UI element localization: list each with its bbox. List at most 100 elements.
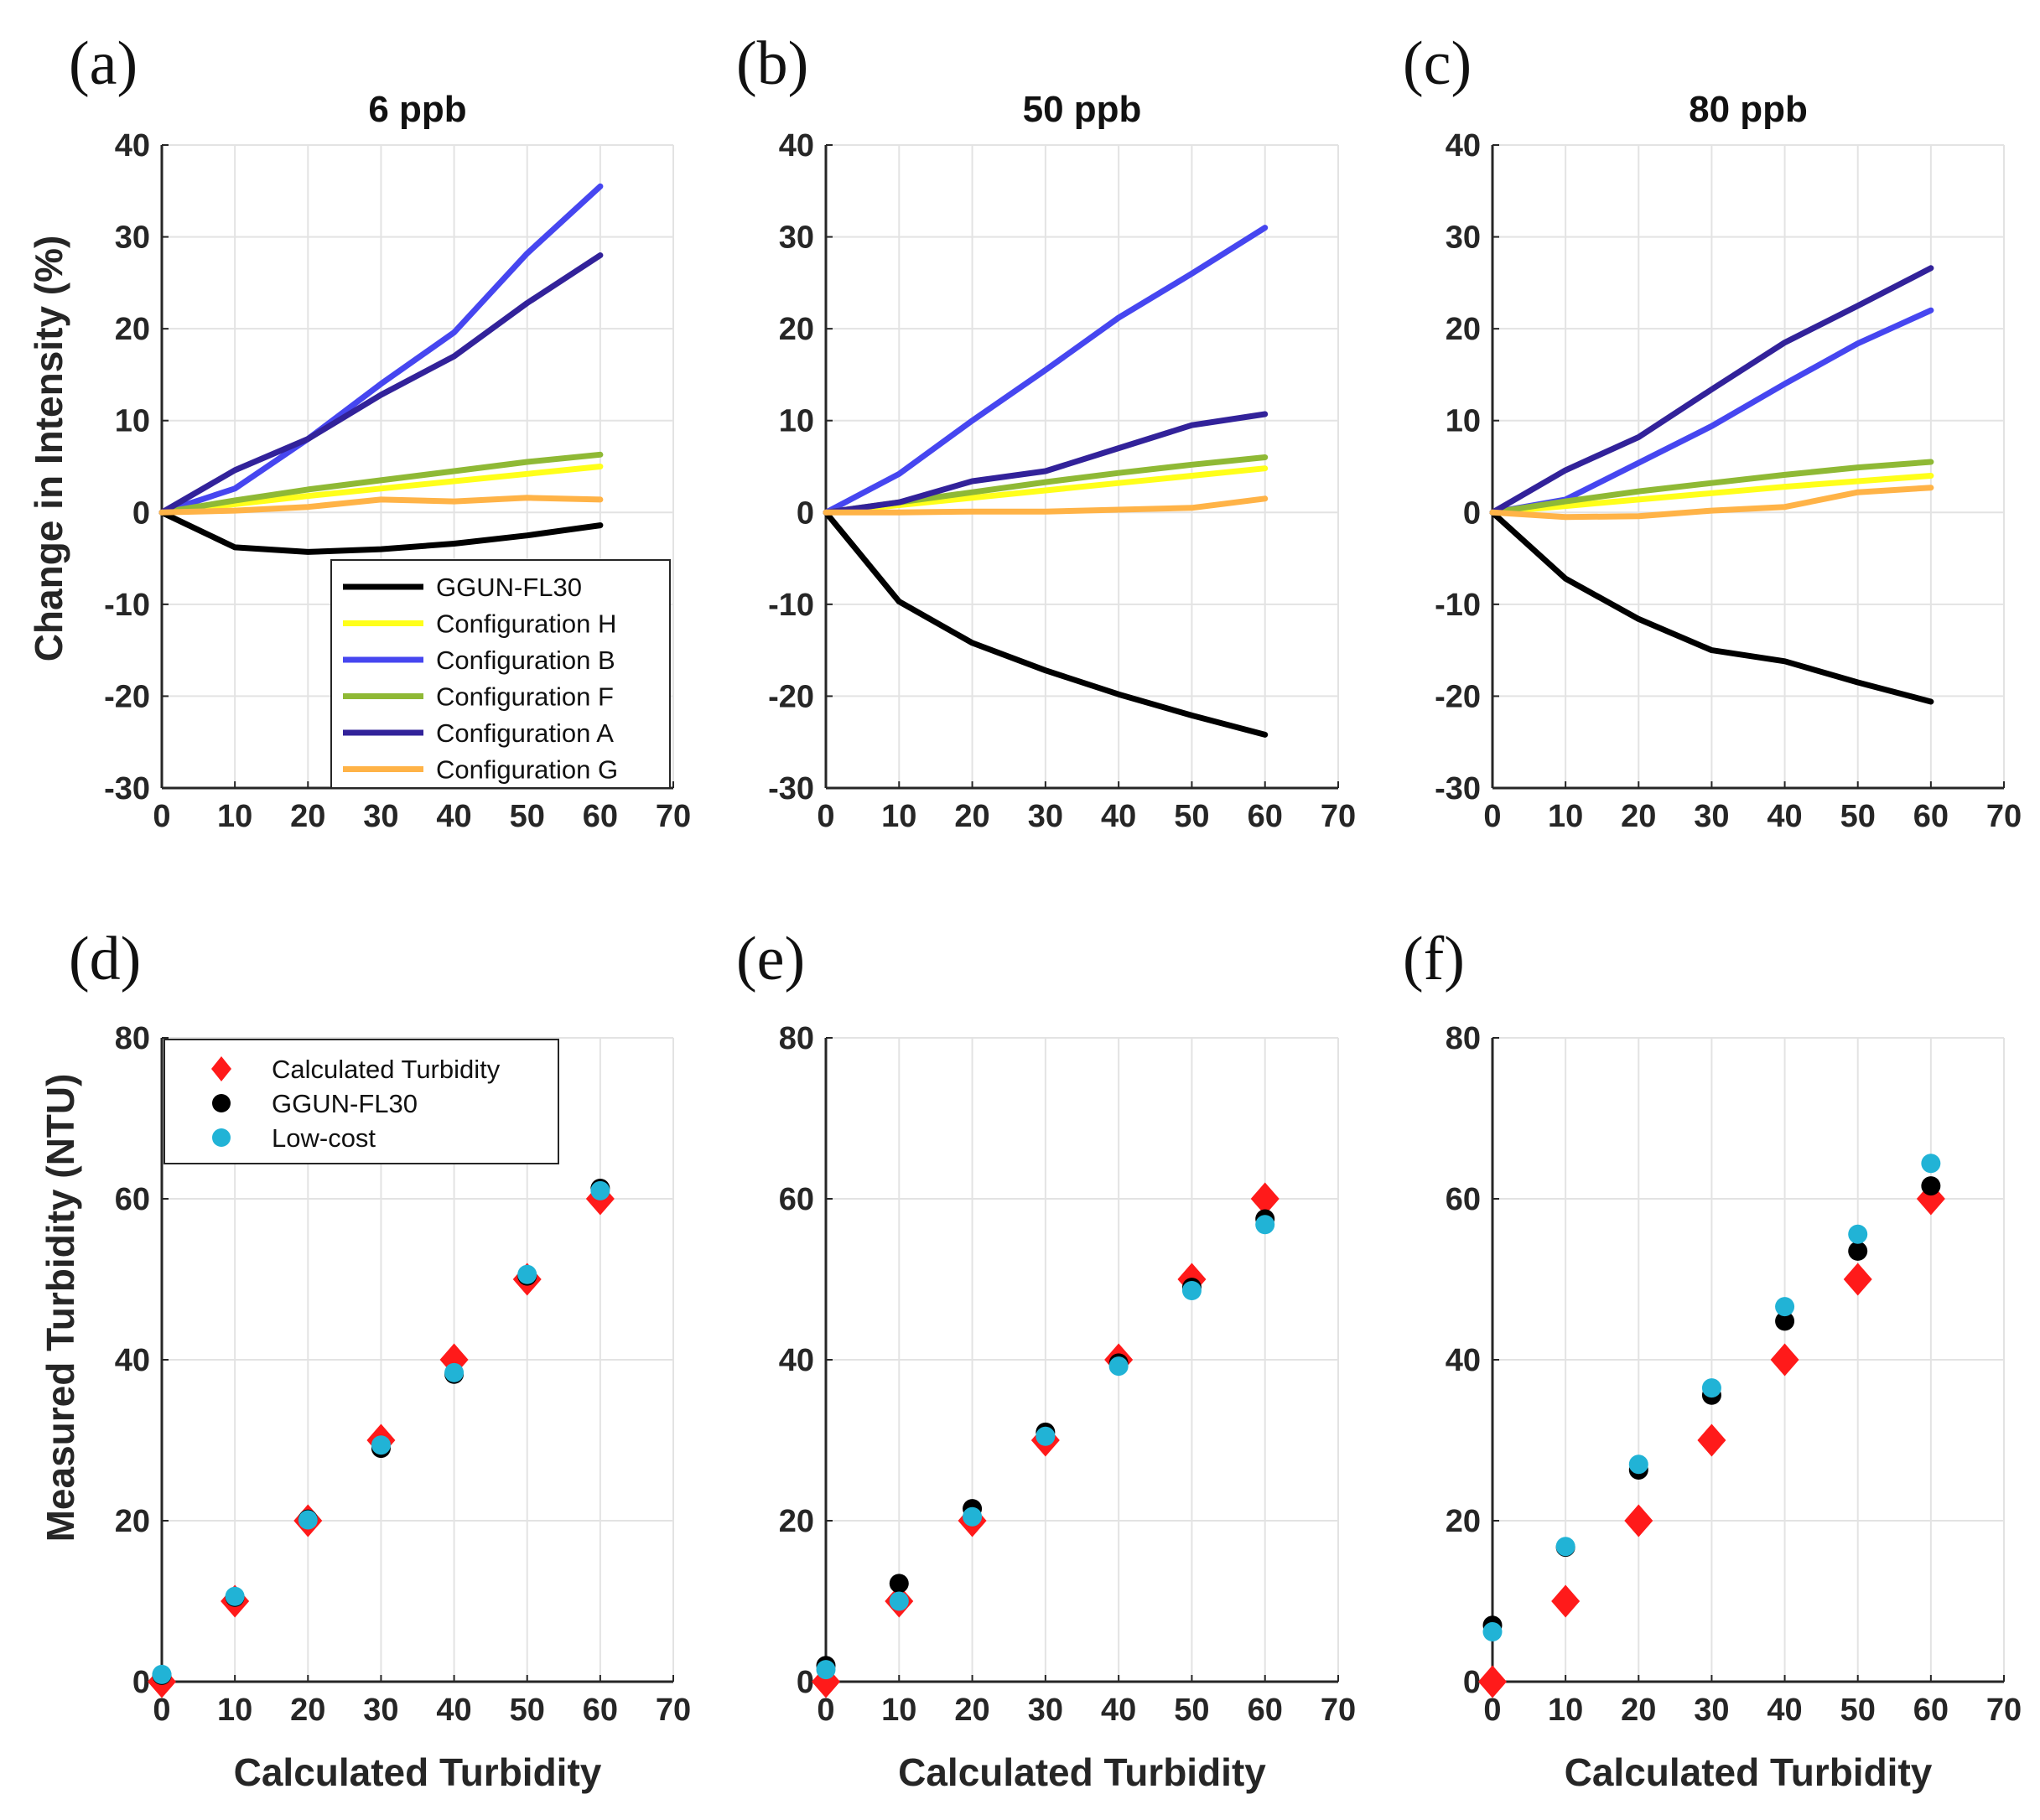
series-line-ggun-fl30 [158,509,604,555]
x-tick-label: 60 [1248,799,1283,834]
series-line-ggun-fl30 [823,509,1269,738]
panel-label: (c) [1403,29,1472,98]
x-tick-label: 30 [1028,799,1063,834]
bottom-y-axis-label: Measured Turbidity (NTU) [39,1074,82,1543]
x-tick-label: 70 [1321,1693,1356,1728]
y-tick-label: -10 [768,588,814,623]
x-tick-label: 20 [954,799,989,834]
y-tick-label: 60 [115,1182,150,1217]
x-tick-label: 20 [1621,799,1656,834]
legend-swatch [211,1056,231,1081]
x-tick-label: 10 [1548,799,1583,834]
y-tick-label: 30 [1446,220,1481,256]
y-tick-label: 40 [115,128,150,163]
data-point-calculated-turbidity [1250,1182,1280,1216]
data-point-low-cost [963,1506,983,1527]
y-tick-label: 10 [115,404,150,439]
data-point-low-cost [1555,1537,1575,1557]
x-axis-label: Calculated Turbidity [898,1750,1266,1794]
x-tick-label: 10 [881,799,916,834]
data-point-low-cost [816,1660,836,1680]
legend-label: Configuration B [436,646,615,675]
y-tick-label: 40 [779,1343,814,1378]
x-tick-label: 40 [1101,1693,1136,1728]
y-tick-label: 80 [1446,1021,1481,1056]
series-line-configuration-f [1489,459,1934,516]
data-point-low-cost [1181,1280,1202,1300]
x-tick-label: 10 [217,799,252,834]
x-tick-label: 10 [881,1693,916,1728]
x-tick-label: 40 [1767,1693,1802,1728]
data-point-low-cost [1628,1454,1648,1475]
series-line-configuration-a [823,411,1269,516]
x-tick-label: 70 [656,1693,691,1728]
data-point-calculated-turbidity [1478,1665,1507,1698]
y-tick-label: 20 [115,1504,150,1539]
legend-label: Configuration A [436,718,614,748]
data-point-low-cost [371,1435,391,1455]
data-point-low-cost [1701,1378,1721,1398]
x-tick-label: 0 [817,799,834,834]
data-point-ggun-fl30 [1921,1176,1941,1196]
panel-label: (e) [736,925,805,993]
data-point-low-cost [298,1510,318,1530]
x-tick-label: 0 [817,1693,834,1728]
x-tick-label: 10 [217,1693,252,1728]
data-point-ggun-fl30 [1848,1241,1868,1261]
panel-title: 50 ppb [1023,89,1142,130]
y-tick-label: 0 [1463,1665,1481,1700]
data-point-low-cost [517,1264,537,1284]
y-tick-label: 80 [779,1021,814,1056]
y-tick-label: 80 [115,1021,150,1056]
x-tick-label: 20 [1621,1693,1656,1728]
panel-label: (d) [69,925,141,993]
y-tick-label: 20 [1446,1504,1481,1539]
series-line-configuration-a [158,252,604,516]
data-point-low-cost [889,1591,909,1611]
series-line-configuration-g [823,495,1269,516]
x-tick-label: 0 [153,1693,170,1728]
data-point-low-cost [1036,1426,1056,1446]
y-tick-label: 40 [115,1343,150,1378]
y-tick-label: 30 [779,220,814,256]
data-point-low-cost [225,1586,245,1606]
data-point-low-cost [1482,1621,1503,1641]
panel-f: (f) 0 10 20 30 40 50 60 70 0 20 40 60 80 Calculated Tu… [1403,925,2022,1794]
series-line-configuration-f [158,451,604,516]
panel-label: (b) [736,29,808,98]
legend-label: Low-cost [272,1123,376,1153]
x-tick-label: 40 [436,1693,471,1728]
data-point-calculated-turbidity [1843,1263,1872,1296]
legend-label: Configuration F [436,682,614,712]
series-line-configuration-g [158,495,604,516]
legend-label: GGUN-FL30 [272,1089,418,1118]
x-axis-label: Calculated Turbidity [1565,1750,1933,1794]
x-tick-label: 20 [290,799,325,834]
x-tick-label: 20 [290,1693,325,1728]
y-tick-label: 60 [1446,1182,1481,1217]
series-line-configuration-b [158,183,604,516]
x-tick-label: 50 [1840,799,1876,834]
series-line-configuration-g [1489,485,1934,521]
x-tick-label: 40 [436,799,471,834]
y-tick-label: -30 [1435,771,1481,806]
series-line-ggun-fl30 [1489,509,1934,705]
legend-top: GGUN-FL30 Configuration H Configuration B C… [330,559,671,789]
data-point-low-cost [444,1362,465,1382]
y-tick-label: 20 [779,1504,814,1539]
y-tick-label: 0 [797,1665,814,1700]
panel-title: 6 ppb [368,89,466,130]
x-tick-label: 60 [583,1693,618,1728]
y-tick-label: 20 [115,312,150,347]
panel-title: 80 ppb [1689,89,1808,130]
y-tick-label: -10 [104,588,150,623]
panel-a: (a) 6 ppb 0 10 20 30 40 50 60 70 -30 -20 -10 0 10 20 30 4… [69,29,691,834]
y-tick-label: 40 [779,128,814,163]
panel-c: (c) 80 ppb 0 10 20 30 40 50 60 70 -30 -20 -10 0 10 20 30… [1403,29,2022,834]
x-tick-label: 60 [583,799,618,834]
y-tick-label: 0 [132,495,150,531]
data-point-low-cost [1108,1356,1129,1377]
y-tick-label: -20 [768,679,814,714]
x-tick-label: 50 [1840,1693,1876,1728]
